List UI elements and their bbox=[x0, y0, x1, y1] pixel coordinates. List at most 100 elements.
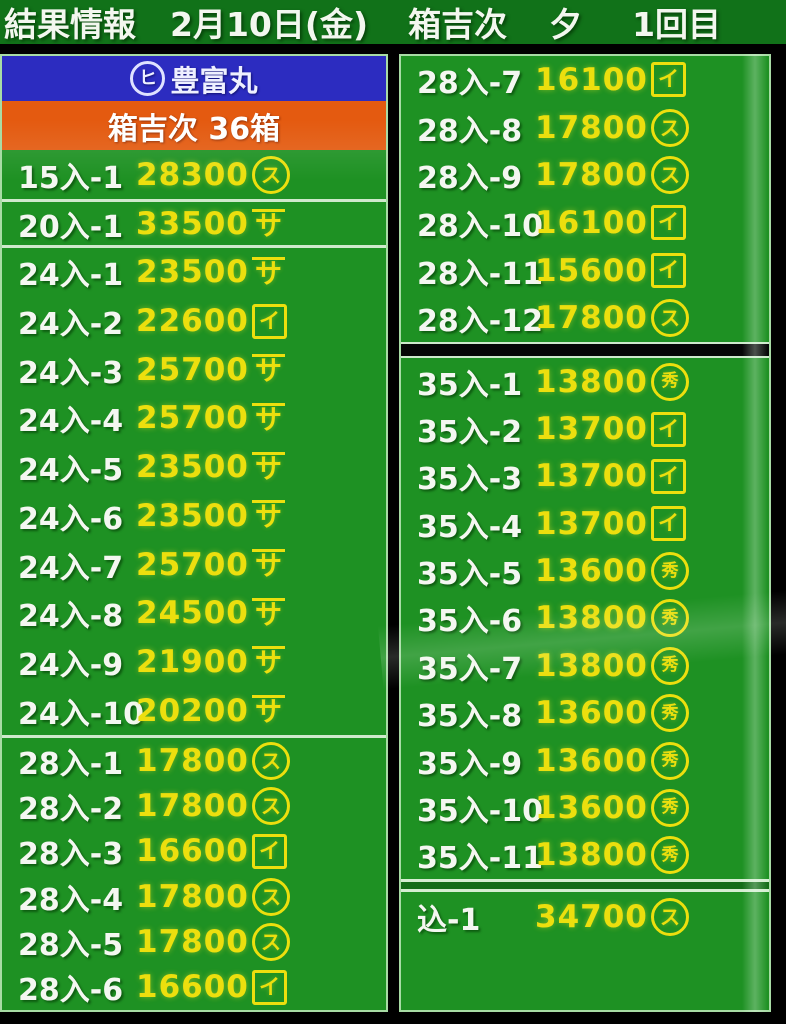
result-row: 20入-1 33500 サ bbox=[2, 202, 386, 245]
result-row: 28入-11 15600 イ bbox=[401, 247, 769, 295]
right-sections: 28入-7 16100 イ 28入-8 17800 ス 28入-9 17800 … bbox=[401, 56, 769, 1010]
result-row: 24入-5 23500 サ bbox=[2, 443, 386, 492]
section-divider bbox=[401, 879, 769, 892]
result-row: 24入-8 24500 サ bbox=[2, 589, 386, 638]
maru-su-mark-icon: ス bbox=[651, 156, 689, 195]
result-row: 24入-3 25700 サ bbox=[2, 345, 386, 394]
lot-label: 28入-10 bbox=[417, 208, 543, 244]
section-divider bbox=[401, 342, 769, 358]
price-value: 21900 bbox=[136, 643, 249, 680]
price-value: 13600 bbox=[535, 695, 648, 732]
lot-label: 35入-6 bbox=[417, 604, 523, 640]
left-sections: 15入-1 28300 ス 20入-1 33500 サ 24入-1 23500 … bbox=[2, 150, 386, 1010]
result-section: 28入-7 16100 イ 28入-8 17800 ス 28入-9 17800 … bbox=[401, 56, 769, 342]
result-row: 24入-7 25700 サ bbox=[2, 540, 386, 589]
lot-label: 35入-3 bbox=[417, 462, 523, 498]
result-row: 35入-10 13600 秀 bbox=[401, 784, 769, 831]
lot-label: 24入-2 bbox=[18, 307, 124, 343]
result-row: 28入-8 17800 ス bbox=[401, 104, 769, 152]
price-value: 25700 bbox=[136, 400, 249, 437]
lot-label: 35入-1 bbox=[417, 367, 523, 403]
result-row: 24入-6 23500 サ bbox=[2, 492, 386, 541]
lot-label: 28入-9 bbox=[417, 161, 523, 197]
header-seller: 箱吉次 bbox=[408, 5, 508, 44]
lot-label: 35入-5 bbox=[417, 557, 523, 593]
lot-label: 28入-4 bbox=[18, 882, 124, 918]
lot-label: 24入-5 bbox=[18, 453, 124, 489]
price-value: 25700 bbox=[136, 351, 249, 388]
result-row: 35入-7 13800 秀 bbox=[401, 642, 769, 689]
maru-hide-mark-icon: 秀 bbox=[651, 646, 689, 685]
kaku-i-mark-icon: イ bbox=[651, 506, 686, 542]
lot-label: 35入-9 bbox=[417, 746, 523, 782]
price-value: 17800 bbox=[535, 109, 648, 146]
result-section: 35入-1 13800 秀 35入-2 13700 イ 35入-3 13700 … bbox=[401, 358, 769, 879]
price-value: 24500 bbox=[136, 595, 249, 632]
yama-sa-mark-icon: サ bbox=[252, 597, 285, 629]
header-session: 夕 bbox=[549, 5, 583, 44]
yama-sa-mark-icon: サ bbox=[252, 549, 285, 580]
kaku-i-mark-icon: イ bbox=[651, 62, 686, 98]
kaku-i-mark-icon: イ bbox=[651, 205, 686, 241]
yama-sa-mark-icon: サ bbox=[252, 208, 285, 240]
price-value: 17800 bbox=[136, 923, 249, 960]
lot-label: 35入-10 bbox=[417, 793, 543, 829]
lot-label: 24入-6 bbox=[18, 501, 124, 537]
price-value: 23500 bbox=[136, 254, 249, 291]
price-value: 33500 bbox=[136, 206, 249, 242]
maru-su-mark-icon: ス bbox=[252, 922, 290, 961]
result-row: 24入-4 25700 サ bbox=[2, 394, 386, 443]
price-value: 20200 bbox=[136, 692, 249, 729]
price-value: 13600 bbox=[535, 789, 648, 826]
maru-su-mark-icon: ス bbox=[651, 299, 689, 338]
kaku-i-mark-icon: イ bbox=[252, 969, 287, 1005]
kaku-i-mark-icon: イ bbox=[651, 253, 686, 289]
lot-label: 35入-4 bbox=[417, 509, 523, 545]
lot-label: 24入-7 bbox=[18, 550, 124, 586]
price-value: 13800 bbox=[535, 600, 648, 637]
price-value: 17800 bbox=[535, 157, 648, 194]
maru-su-mark-icon: ス bbox=[651, 898, 689, 936]
maru-su-mark-icon: ス bbox=[651, 108, 689, 147]
result-row: 24入-10 20200 サ bbox=[2, 686, 386, 735]
result-row: 35入-9 13600 秀 bbox=[401, 737, 769, 784]
price-value: 13800 bbox=[535, 647, 648, 684]
right-column: 28入-7 16100 イ 28入-8 17800 ス 28入-9 17800 … bbox=[399, 54, 771, 1012]
lot-label: 35入-2 bbox=[417, 415, 523, 451]
maru-su-mark-icon: ス bbox=[252, 786, 290, 825]
lot-label: 15入-1 bbox=[18, 160, 124, 196]
lot-label: 28入-1 bbox=[18, 746, 124, 782]
lot-label: 24入-10 bbox=[18, 696, 144, 732]
price-value: 23500 bbox=[136, 497, 249, 534]
lot-label: 28入-12 bbox=[417, 304, 543, 340]
maru-hide-mark-icon: 秀 bbox=[651, 362, 689, 401]
lot-label: 35入-11 bbox=[417, 841, 543, 877]
result-row: 35入-6 13800 秀 bbox=[401, 595, 769, 642]
maru-hide-mark-icon: 秀 bbox=[651, 836, 689, 875]
maru-hide-mark-icon: 秀 bbox=[651, 599, 689, 638]
vessel-banner: ヒ 豊富丸 bbox=[2, 56, 386, 101]
maru-su-mark-icon: ス bbox=[252, 741, 290, 780]
price-value: 13600 bbox=[535, 553, 648, 590]
lot-label: 28入-7 bbox=[417, 65, 523, 101]
lot-label: 込-1 bbox=[417, 903, 481, 938]
price-value: 17800 bbox=[136, 742, 249, 779]
lot-label: 28入-5 bbox=[18, 927, 124, 963]
lot-label: 28入-11 bbox=[417, 256, 543, 292]
result-row: 28入-12 17800 ス bbox=[401, 294, 769, 342]
yama-sa-mark-icon: サ bbox=[252, 695, 285, 726]
price-value: 16600 bbox=[136, 833, 249, 870]
result-row: 28入-7 16100 イ bbox=[401, 56, 769, 104]
price-value: 22600 bbox=[136, 303, 249, 340]
header-date: 2月10日(金) bbox=[170, 5, 369, 44]
lot-info-banner: 箱吉次 36箱 bbox=[2, 101, 386, 150]
price-value: 13700 bbox=[535, 458, 648, 495]
lot-label: 28入-2 bbox=[18, 791, 124, 827]
vessel-name: 豊富丸 bbox=[170, 63, 258, 98]
result-row: 35入-1 13800 秀 bbox=[401, 358, 769, 405]
page-title: 結果情報 bbox=[4, 5, 136, 44]
result-row: 24入-1 23500 サ bbox=[2, 248, 386, 297]
header-round: 1回目 bbox=[632, 5, 722, 44]
lot-label: 24入-3 bbox=[18, 355, 124, 391]
